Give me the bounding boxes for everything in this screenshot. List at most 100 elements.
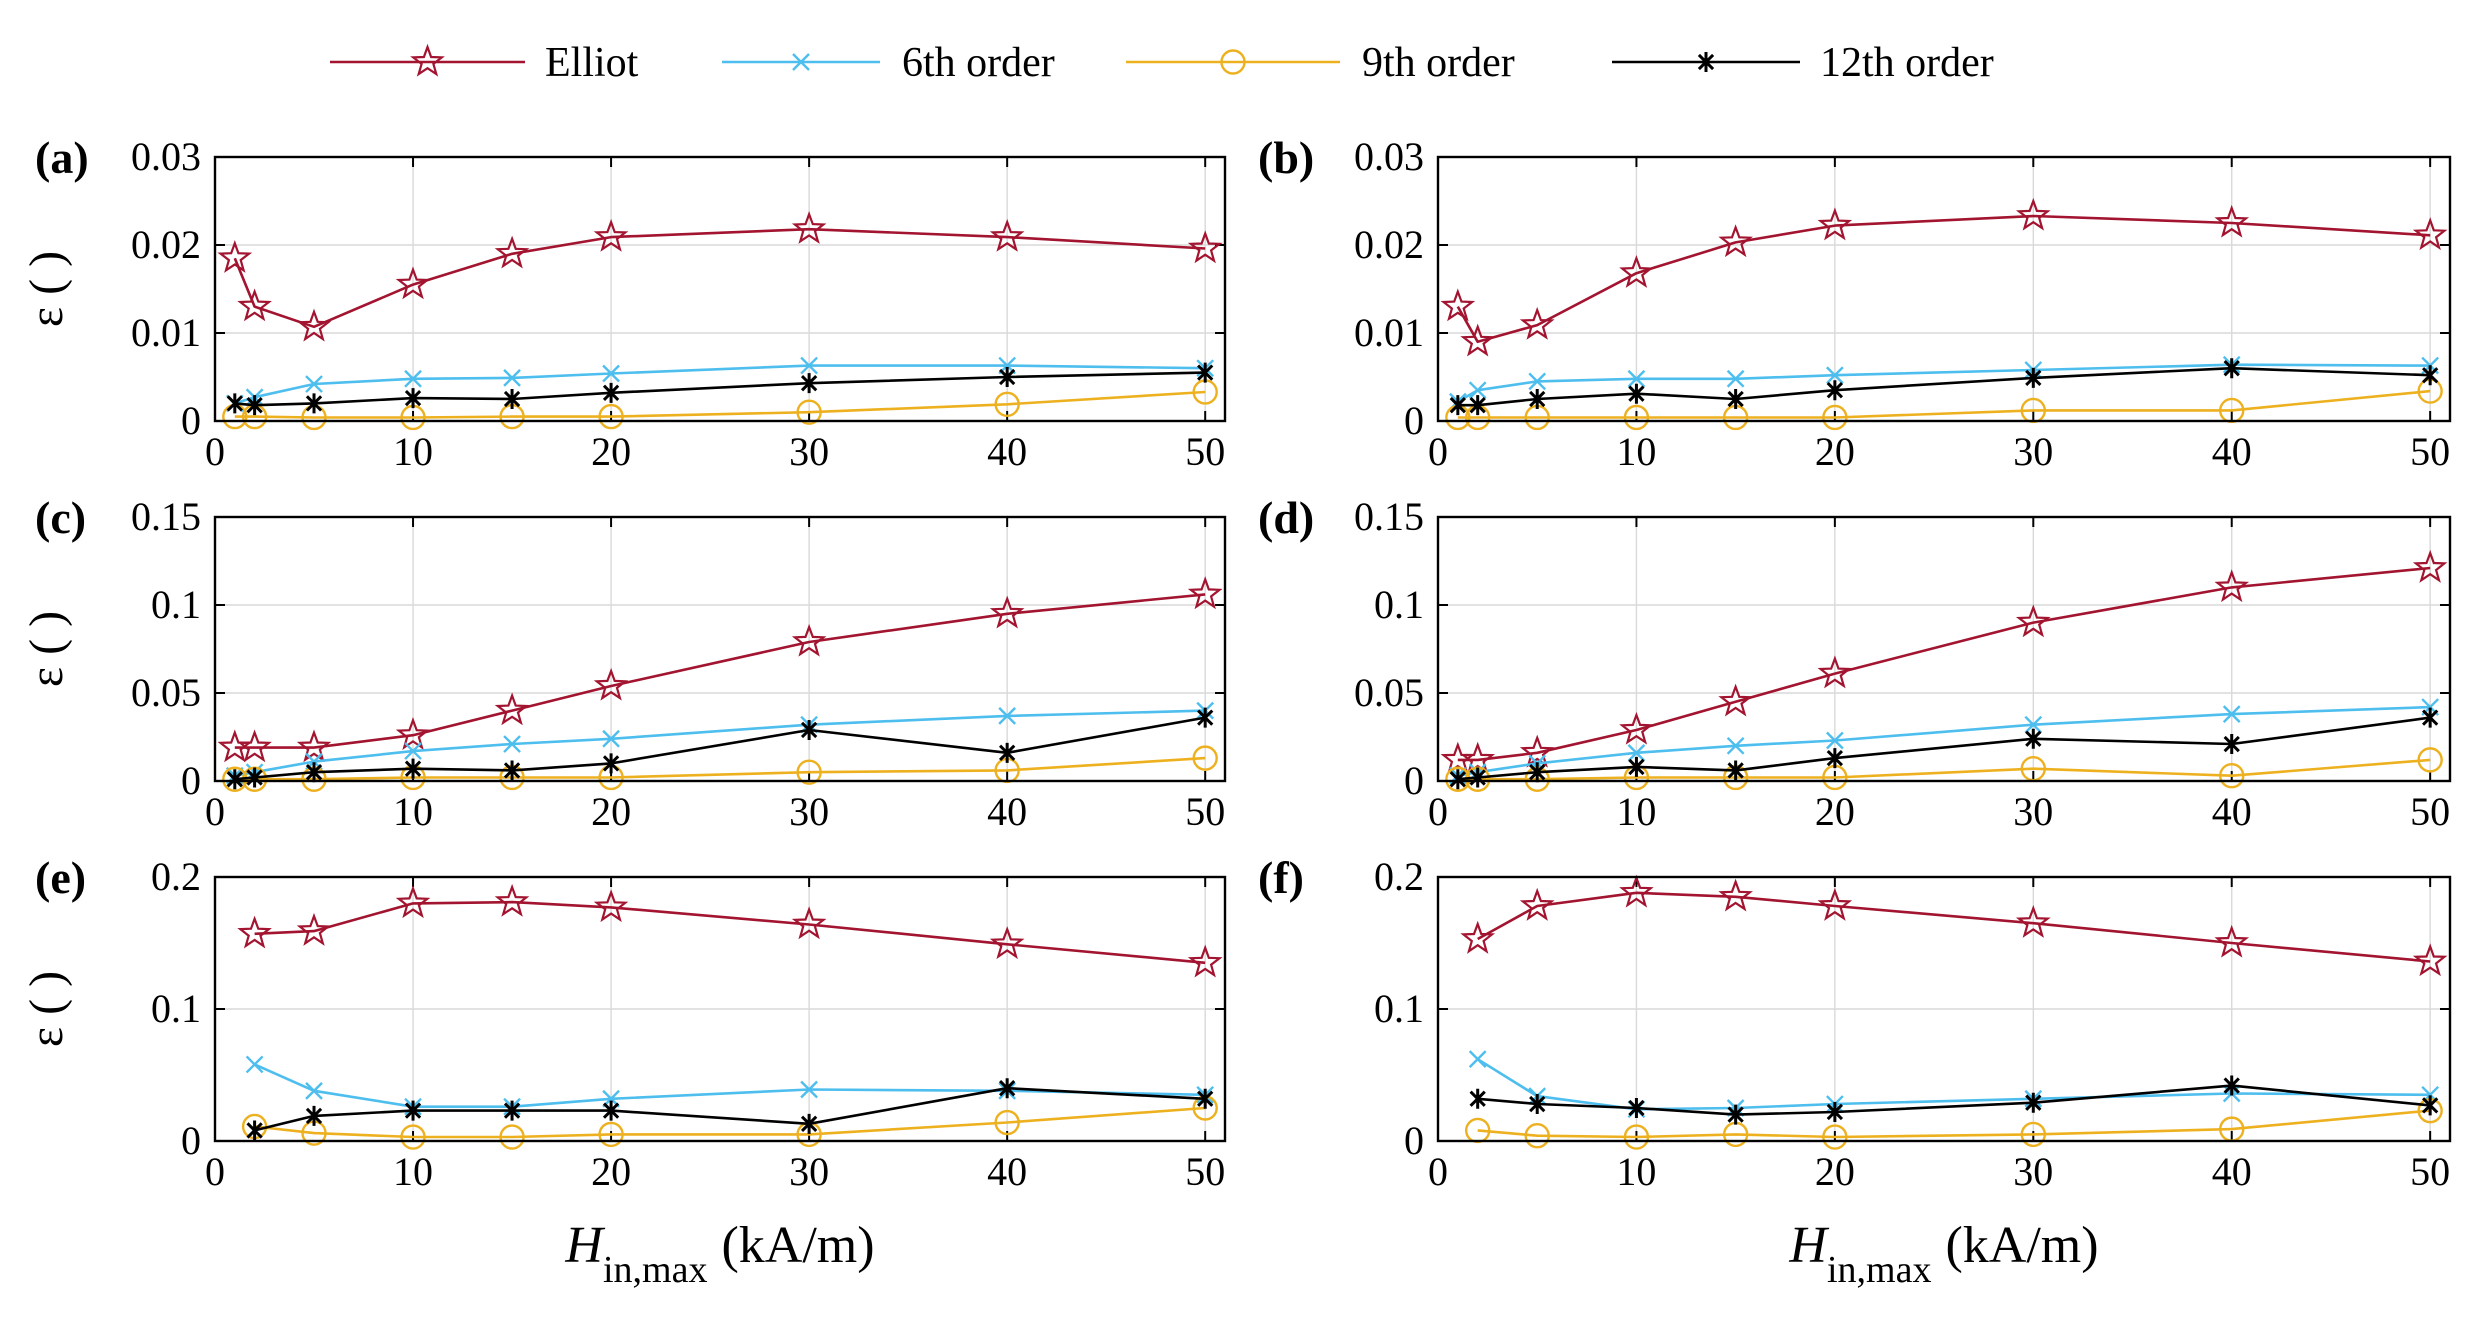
panel-label: (b) (1258, 132, 1314, 183)
data-point-12th-order (1826, 1101, 1844, 1122)
data-point-12th-order (1449, 769, 1467, 790)
x-tick-label: 0 (1428, 429, 1448, 474)
data-point-12th-order (1197, 1088, 1214, 1109)
data-point-12th-order (2421, 1095, 2439, 1116)
data-point-elliot (296, 308, 332, 342)
legend-entry-12th-order: 12th order (1612, 40, 1994, 86)
series-12th-order (246, 1078, 1214, 1141)
x-tick-label: 30 (789, 1149, 829, 1194)
data-point-elliot (2015, 197, 2051, 231)
x-tick-label: 30 (2013, 789, 2053, 834)
data-point-elliot (593, 667, 629, 701)
data-point-12th-order (1529, 389, 1546, 409)
series-elliot (1440, 549, 2448, 775)
data-point-elliot (2214, 569, 2250, 603)
data-point-12th-order (2025, 1092, 2042, 1113)
legend-entry-9th-order: 9th order (1126, 40, 1515, 86)
data-point-elliot (989, 595, 1025, 629)
data-point-12th-order (2025, 728, 2042, 749)
x-tick-label: 50 (1185, 789, 1225, 834)
data-point-9th-order (1524, 1123, 1550, 1149)
y-axis-label: ε ( ) (20, 611, 73, 687)
data-point-elliot (1187, 944, 1223, 978)
data-point-12th-order (1469, 767, 1486, 788)
data-point-9th-order (2020, 1121, 2046, 1148)
data-point-elliot (217, 239, 253, 273)
data-point-elliot (494, 235, 530, 269)
x-tick-label: 0 (1428, 1149, 1448, 1194)
data-point-12th-order (1197, 707, 1214, 728)
axes-box (213, 155, 1227, 423)
data-point-9th-order (2219, 763, 2245, 789)
y-axis-label: ε ( ) (20, 251, 73, 327)
x-tick-label: 30 (789, 429, 829, 474)
data-point-elliot (1619, 255, 1654, 288)
data-point-6th-order (2024, 715, 2043, 734)
panel-label: (c) (35, 492, 86, 543)
data-point-6th-order (404, 369, 422, 388)
data-point-12th-order (305, 393, 323, 414)
data-point-elliot (494, 692, 530, 726)
y-tick-label: 0.05 (1354, 670, 1424, 715)
series-line-elliot (233, 227, 1206, 329)
data-point-9th-order (1822, 404, 1848, 431)
data-point-elliot (1460, 323, 1496, 357)
data-point-12th-order (2223, 358, 2240, 379)
series-line-12th-order (1477, 1084, 2431, 1116)
panel-label: (f) (1258, 852, 1304, 903)
data-point-elliot (2015, 904, 2051, 938)
panel-label: (e) (35, 852, 86, 903)
y-tick-label: 0.1 (151, 986, 201, 1031)
data-point-elliot (237, 915, 272, 949)
x-tick-label: 50 (2410, 429, 2450, 474)
data-point-elliot (1718, 683, 1753, 717)
data-point-elliot (593, 218, 629, 252)
data-point-12th-order (1826, 748, 1844, 769)
data-point-12th-order (1628, 383, 1645, 404)
data-point-elliot (791, 623, 827, 657)
data-point-12th-order (998, 1078, 1016, 1099)
data-point-12th-order (1628, 756, 1645, 777)
data-point-9th-order (796, 759, 822, 785)
data-point-elliot (1440, 288, 1476, 322)
axes-box (213, 515, 1227, 783)
x-axis-label-subscript: in,max (603, 1249, 707, 1291)
data-point-12th-order (404, 758, 422, 779)
data-point-12th-order (1826, 380, 1844, 401)
x-tick-label: 0 (205, 429, 225, 474)
x-tick-label: 10 (1616, 789, 1656, 834)
series-12th-order (1449, 358, 2439, 416)
data-point-6th-order (998, 707, 1017, 725)
data-point-6th-order (404, 742, 422, 760)
data-point-12th-order (305, 1105, 323, 1126)
data-point-12th-order (2025, 367, 2042, 388)
x-tick-label: 10 (1616, 429, 1656, 474)
y-tick-label: 0.01 (131, 310, 201, 355)
series-elliot (237, 883, 1223, 978)
panel-f: 0 10 20 30 40 50 0 0.1 0.2 (f) Hin,max (kA/m) (1258, 852, 2452, 1291)
x-tick-label: 30 (789, 789, 829, 834)
series-12th-order (226, 362, 1214, 416)
y-tick-label: 0.02 (131, 222, 201, 267)
data-point-12th-order (246, 1120, 263, 1141)
data-point-elliot (1460, 741, 1496, 775)
y-tick-label: 0 (1404, 758, 1424, 803)
data-point-elliot (1718, 878, 1753, 912)
data-point-elliot (395, 885, 431, 919)
x-tick-label: 0 (1428, 789, 1448, 834)
data-point-12th-order (503, 389, 521, 409)
y-tick-label: 0.2 (151, 854, 201, 899)
y-tick-label: 0.2 (1374, 854, 1424, 899)
data-point-12th-order (1727, 760, 1744, 781)
legend-marker-elliot (410, 43, 445, 77)
data-point-12th-order (1469, 395, 1486, 416)
x-tick-label: 50 (1185, 1149, 1225, 1194)
data-point-9th-order (400, 1124, 426, 1150)
data-point-9th-order (796, 399, 822, 425)
data-point-12th-order (226, 393, 243, 414)
series-line-9th-order (234, 390, 1206, 419)
x-axis-label-unit: (kA/m) (1945, 1217, 2098, 1274)
data-point-elliot (296, 729, 332, 763)
data-point-12th-order (1469, 1088, 1486, 1109)
legend-marker-12th-order (1697, 52, 1715, 72)
